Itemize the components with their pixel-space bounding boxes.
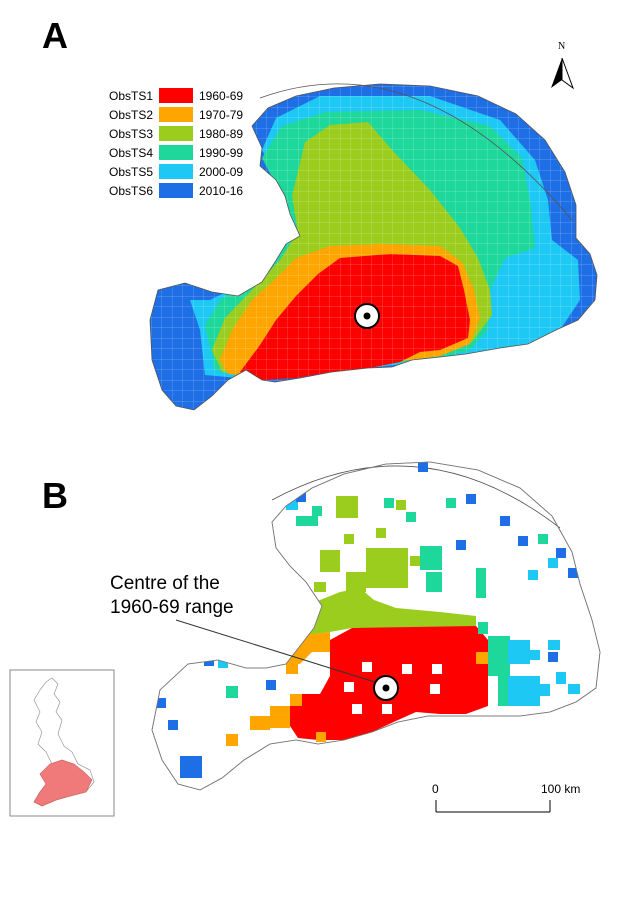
legend-period: 1970-79 — [199, 107, 244, 122]
legend-row-ts4: ObsTS4 1990-99 — [98, 143, 243, 162]
inset-map — [9, 669, 115, 817]
legend-swatch — [159, 126, 193, 141]
legend-period: 2000-09 — [199, 164, 244, 179]
legend-code: ObsTS3 — [108, 126, 153, 141]
legend-row-ts5: ObsTS5 2000-09 — [98, 162, 243, 181]
legend-swatch — [159, 145, 193, 160]
panel-b-boundary-arc — [271, 465, 561, 529]
scale-end-label: 100 km — [541, 782, 581, 796]
north-arrow-icon — [551, 57, 575, 90]
legend-row-ts1: ObsTS1 1960-69 — [98, 86, 243, 105]
annotation-line-2: 1960-69 range — [110, 597, 234, 618]
panel-a-boundary-arc — [259, 83, 573, 221]
legend-period: 2010-16 — [199, 183, 244, 198]
scale-bar — [435, 800, 551, 813]
legend-row-ts3: ObsTS3 1980-89 — [98, 124, 243, 143]
legend-row-ts6: ObsTS6 2010-16 — [98, 181, 243, 200]
panel-a-label: A — [42, 15, 68, 56]
legend-swatch — [159, 183, 193, 198]
legend-row-ts2: ObsTS2 1970-79 — [98, 105, 243, 124]
legend: ObsTS1 1960-69 ObsTS2 1970-79 ObsTS3 198… — [98, 86, 243, 200]
legend-swatch — [159, 164, 193, 179]
centre-marker-b-icon — [373, 675, 399, 701]
annotation-leader-line — [175, 619, 379, 684]
north-label: N — [558, 41, 566, 52]
legend-swatch — [159, 88, 193, 103]
legend-code: ObsTS2 — [108, 107, 153, 122]
inset-highlight-region — [33, 759, 93, 807]
scale-start-label: 0 — [432, 782, 439, 796]
legend-code: ObsTS4 — [108, 145, 153, 160]
centre-marker-a-icon — [354, 303, 380, 329]
centre-annotation: Centre of the 1960-69 range — [110, 572, 234, 620]
legend-swatch — [159, 107, 193, 122]
legend-code: ObsTS1 — [108, 88, 153, 103]
panel-a-map — [150, 84, 597, 410]
panel-b-label: B — [42, 475, 68, 516]
legend-code: ObsTS6 — [108, 183, 153, 198]
legend-code: ObsTS5 — [108, 164, 153, 179]
annotation-line-1: Centre of the — [110, 573, 220, 594]
legend-period: 1960-69 — [199, 88, 244, 103]
legend-period: 1980-89 — [199, 126, 244, 141]
legend-period: 1990-99 — [199, 145, 244, 160]
panel-a-coastline — [149, 83, 598, 411]
